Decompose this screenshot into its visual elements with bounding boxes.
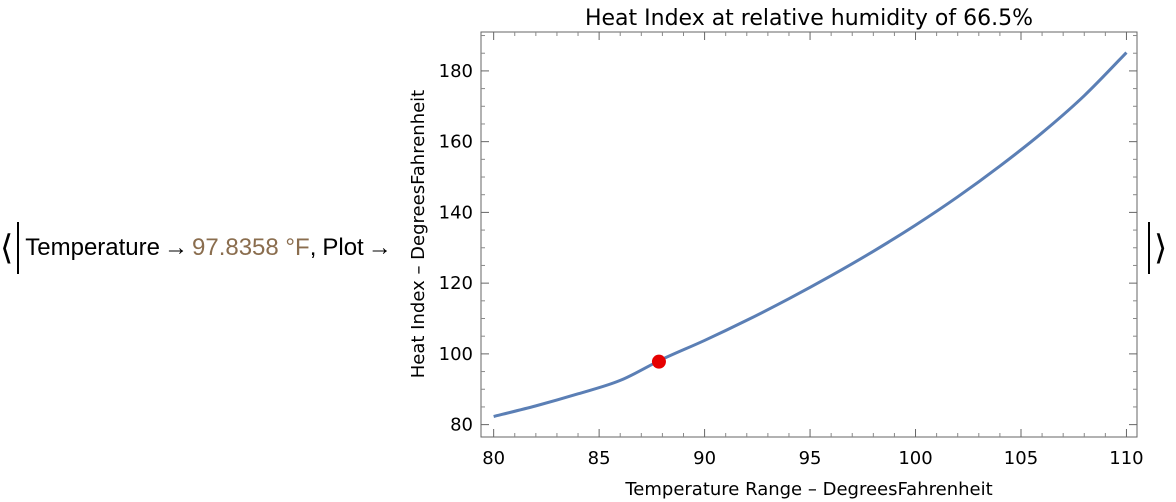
y-tick-label: 100 (439, 344, 473, 365)
rule-arrow-icon: → (164, 234, 188, 261)
heat-index-chart: Heat Index at relative humidity of 66.5%… (408, 6, 1144, 500)
y-tick-label: 80 (450, 415, 473, 436)
x-tick-label: 95 (799, 448, 822, 469)
y-tick-label: 180 (439, 61, 473, 82)
y-tick-label: 140 (439, 202, 473, 223)
x-tick-label: 100 (898, 448, 932, 469)
x-tick-label: 90 (693, 448, 716, 469)
y-tick-label: 160 (439, 132, 473, 153)
association-left-bar (17, 222, 20, 274)
association-close-bracket: ⟩ (1154, 229, 1168, 267)
association-open-bracket: ⟨ (0, 229, 14, 267)
separator-comma: , (309, 234, 317, 261)
rule-arrow-icon: → (367, 234, 392, 261)
x-tick-label: 105 (1004, 448, 1038, 469)
y-tick-label: 120 (439, 273, 473, 294)
plot-frame (480, 31, 1138, 438)
current-temperature-point (651, 354, 666, 369)
x-tick-label: 110 (1109, 448, 1143, 469)
plot-key: Plot (322, 234, 364, 261)
temperature-key: Temperature (25, 234, 160, 261)
x-axis: 80 85 90 95 100 105 110 (482, 32, 1144, 469)
association-right-bar (1148, 222, 1150, 274)
chart-title: Heat Index at relative humidity of 66.5% (585, 6, 1033, 31)
association-expression: ⟨ Temperature → 97.8358 °F , Plot → (0, 222, 392, 274)
temperature-value: 97.8358 °F (192, 234, 310, 261)
x-tick-label: 85 (588, 448, 611, 469)
y-axis-label: Heat Index – DegreesFahrenheit (408, 90, 429, 378)
association-close: ⟩ (1148, 222, 1167, 274)
x-tick-label: 80 (482, 448, 505, 469)
y-axis: 80 100 120 140 160 180 (439, 35, 1137, 436)
x-axis-label: Temperature Range – DegreesFahrenheit (624, 479, 992, 500)
heat-index-curve (493, 51, 1128, 418)
